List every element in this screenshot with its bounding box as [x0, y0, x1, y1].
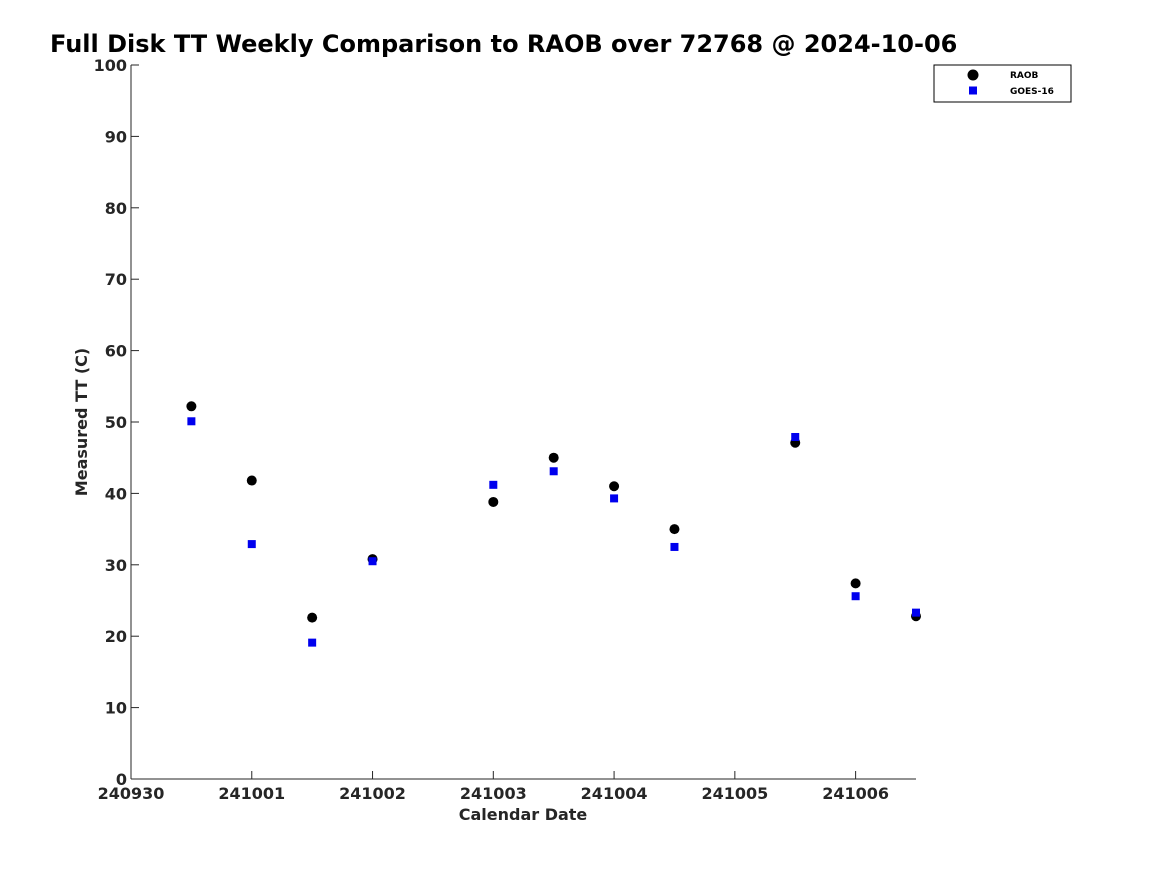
- legend: RAOB GOES-16: [933, 64, 1072, 103]
- y-tick-label: 10: [105, 699, 127, 718]
- goes16-point: [187, 417, 196, 426]
- raob-point: [548, 452, 559, 463]
- data-points: [186, 401, 921, 647]
- raob-point: [850, 578, 861, 589]
- goes16-point: [368, 557, 377, 566]
- x-tick-label: 241001: [218, 784, 285, 803]
- goes16-point: [912, 608, 920, 617]
- y-tick-label: 30: [105, 556, 127, 575]
- y-tick-label: 20: [105, 627, 127, 646]
- x-tick-label: 241003: [460, 784, 527, 803]
- x-tick-label: 241004: [581, 784, 648, 803]
- axes: [130, 65, 916, 780]
- raob-point: [186, 401, 197, 412]
- y-tick-label: 50: [105, 413, 127, 432]
- raob-point: [246, 475, 257, 486]
- y-tick-label: 0: [116, 770, 127, 789]
- legend-label-goes16: GOES-16: [1010, 87, 1054, 97]
- goes16-point: [549, 467, 558, 476]
- y-tick-label: 80: [105, 199, 127, 218]
- legend-marker-raob: [967, 69, 979, 81]
- x-tick-label: 240930: [98, 784, 165, 803]
- goes16-point: [489, 480, 498, 489]
- raob-point: [307, 612, 318, 623]
- x-tick-label: 241006: [822, 784, 889, 803]
- y-tick-label: 90: [105, 127, 127, 146]
- goes16-point: [247, 540, 256, 549]
- y-axis-ticks: 0 10 20 30 40 50 60 70 80 90 100: [94, 56, 139, 789]
- x-tick-label: 241002: [339, 784, 406, 803]
- legend-marker-goes16: [969, 86, 977, 95]
- goes16-point: [851, 592, 860, 601]
- goes16-point: [610, 494, 619, 503]
- y-axis-label: Measured TT (C): [72, 348, 91, 496]
- y-tick-label: 40: [105, 484, 127, 503]
- goes16-point: [308, 638, 317, 647]
- raob-point: [609, 481, 620, 492]
- y-tick-label: 100: [94, 56, 127, 75]
- legend-box: [933, 64, 1072, 103]
- x-tick-label: 241005: [701, 784, 768, 803]
- y-tick-label: 70: [105, 270, 127, 289]
- x-axis-ticks: 240930 241001 241002 241003 241004 241005 2410…: [98, 771, 889, 803]
- goes16-point: [670, 542, 679, 551]
- legend-label-raob: RAOB: [1010, 71, 1039, 81]
- raob-point: [488, 496, 499, 507]
- chart-title: Full Disk TT Weekly Comparison to RAOB o…: [50, 30, 957, 58]
- raob-point: [669, 524, 680, 535]
- y-tick-label: 60: [105, 342, 127, 361]
- goes16-point: [791, 432, 800, 441]
- x-axis-label: Calendar Date: [459, 805, 588, 824]
